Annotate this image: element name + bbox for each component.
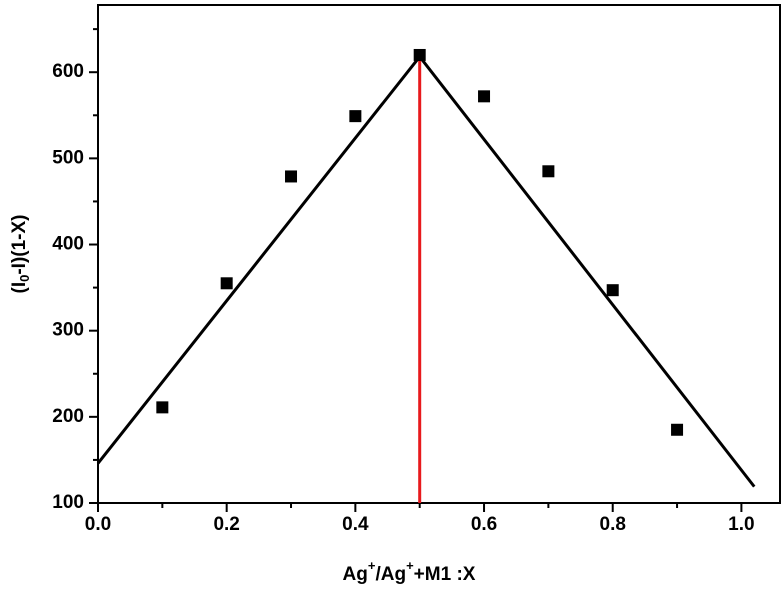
data-point xyxy=(542,165,555,178)
x-tick-label: 0.0 xyxy=(85,514,111,535)
data-point xyxy=(413,48,426,61)
subscript: 0 xyxy=(17,275,32,282)
data-point xyxy=(285,170,298,183)
x-tick-label: 0.8 xyxy=(600,514,626,535)
plot-frame xyxy=(97,4,781,504)
y-axis-label: (I0-I)(1-X) xyxy=(9,215,32,294)
data-point xyxy=(349,110,362,123)
superscript: + xyxy=(368,558,376,573)
data-point xyxy=(478,90,491,103)
y-tick-label: 600 xyxy=(52,61,84,82)
x-tick-label: 0.2 xyxy=(213,514,239,535)
label-part: -I)(1-X) xyxy=(9,215,30,275)
y-tick-label: 200 xyxy=(52,406,84,427)
y-tick-label: 100 xyxy=(52,492,84,513)
data-point xyxy=(220,277,233,290)
data-point xyxy=(671,423,684,436)
superscript: + xyxy=(406,558,414,573)
x-axis-label: Ag+/Ag++M1 :X xyxy=(343,558,476,585)
x-tick-label: 1.0 xyxy=(728,514,754,535)
label-part: +M1 :X xyxy=(414,564,476,585)
fit-line xyxy=(96,55,421,465)
y-tick-label: 400 xyxy=(52,234,84,255)
label-part: Ag xyxy=(343,564,368,585)
x-tick-label: 0.6 xyxy=(471,514,497,535)
data-point xyxy=(606,284,619,297)
label-part: (I xyxy=(9,282,30,294)
x-tick-label: 0.4 xyxy=(342,514,369,535)
fit-line xyxy=(418,55,756,488)
y-tick-label: 300 xyxy=(52,320,84,341)
data-point xyxy=(156,401,169,414)
y-tick-label: 500 xyxy=(52,147,84,168)
label-part: /Ag xyxy=(375,564,406,585)
